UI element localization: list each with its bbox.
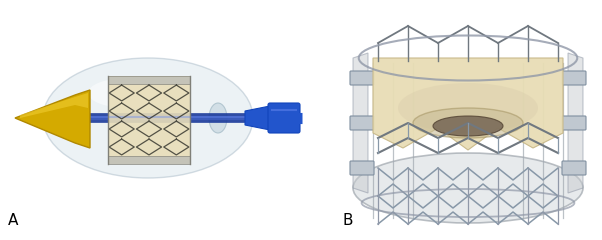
- Polygon shape: [15, 90, 90, 148]
- FancyBboxPatch shape: [562, 116, 586, 130]
- Ellipse shape: [43, 58, 253, 178]
- FancyBboxPatch shape: [268, 103, 300, 133]
- FancyBboxPatch shape: [108, 76, 190, 84]
- Ellipse shape: [353, 153, 583, 223]
- Text: A: A: [8, 213, 19, 228]
- FancyBboxPatch shape: [562, 71, 586, 85]
- Polygon shape: [20, 93, 88, 118]
- Text: B: B: [342, 213, 353, 228]
- Ellipse shape: [398, 83, 538, 133]
- Polygon shape: [245, 106, 270, 130]
- Polygon shape: [353, 53, 368, 193]
- Polygon shape: [373, 58, 563, 150]
- FancyBboxPatch shape: [108, 156, 190, 164]
- FancyBboxPatch shape: [350, 116, 374, 130]
- Ellipse shape: [413, 108, 523, 138]
- FancyBboxPatch shape: [108, 76, 190, 164]
- FancyBboxPatch shape: [562, 161, 586, 175]
- Polygon shape: [568, 53, 583, 193]
- FancyBboxPatch shape: [350, 71, 374, 85]
- Ellipse shape: [53, 101, 73, 136]
- FancyBboxPatch shape: [350, 161, 374, 175]
- Ellipse shape: [433, 116, 503, 136]
- Ellipse shape: [209, 103, 227, 133]
- Ellipse shape: [88, 78, 168, 108]
